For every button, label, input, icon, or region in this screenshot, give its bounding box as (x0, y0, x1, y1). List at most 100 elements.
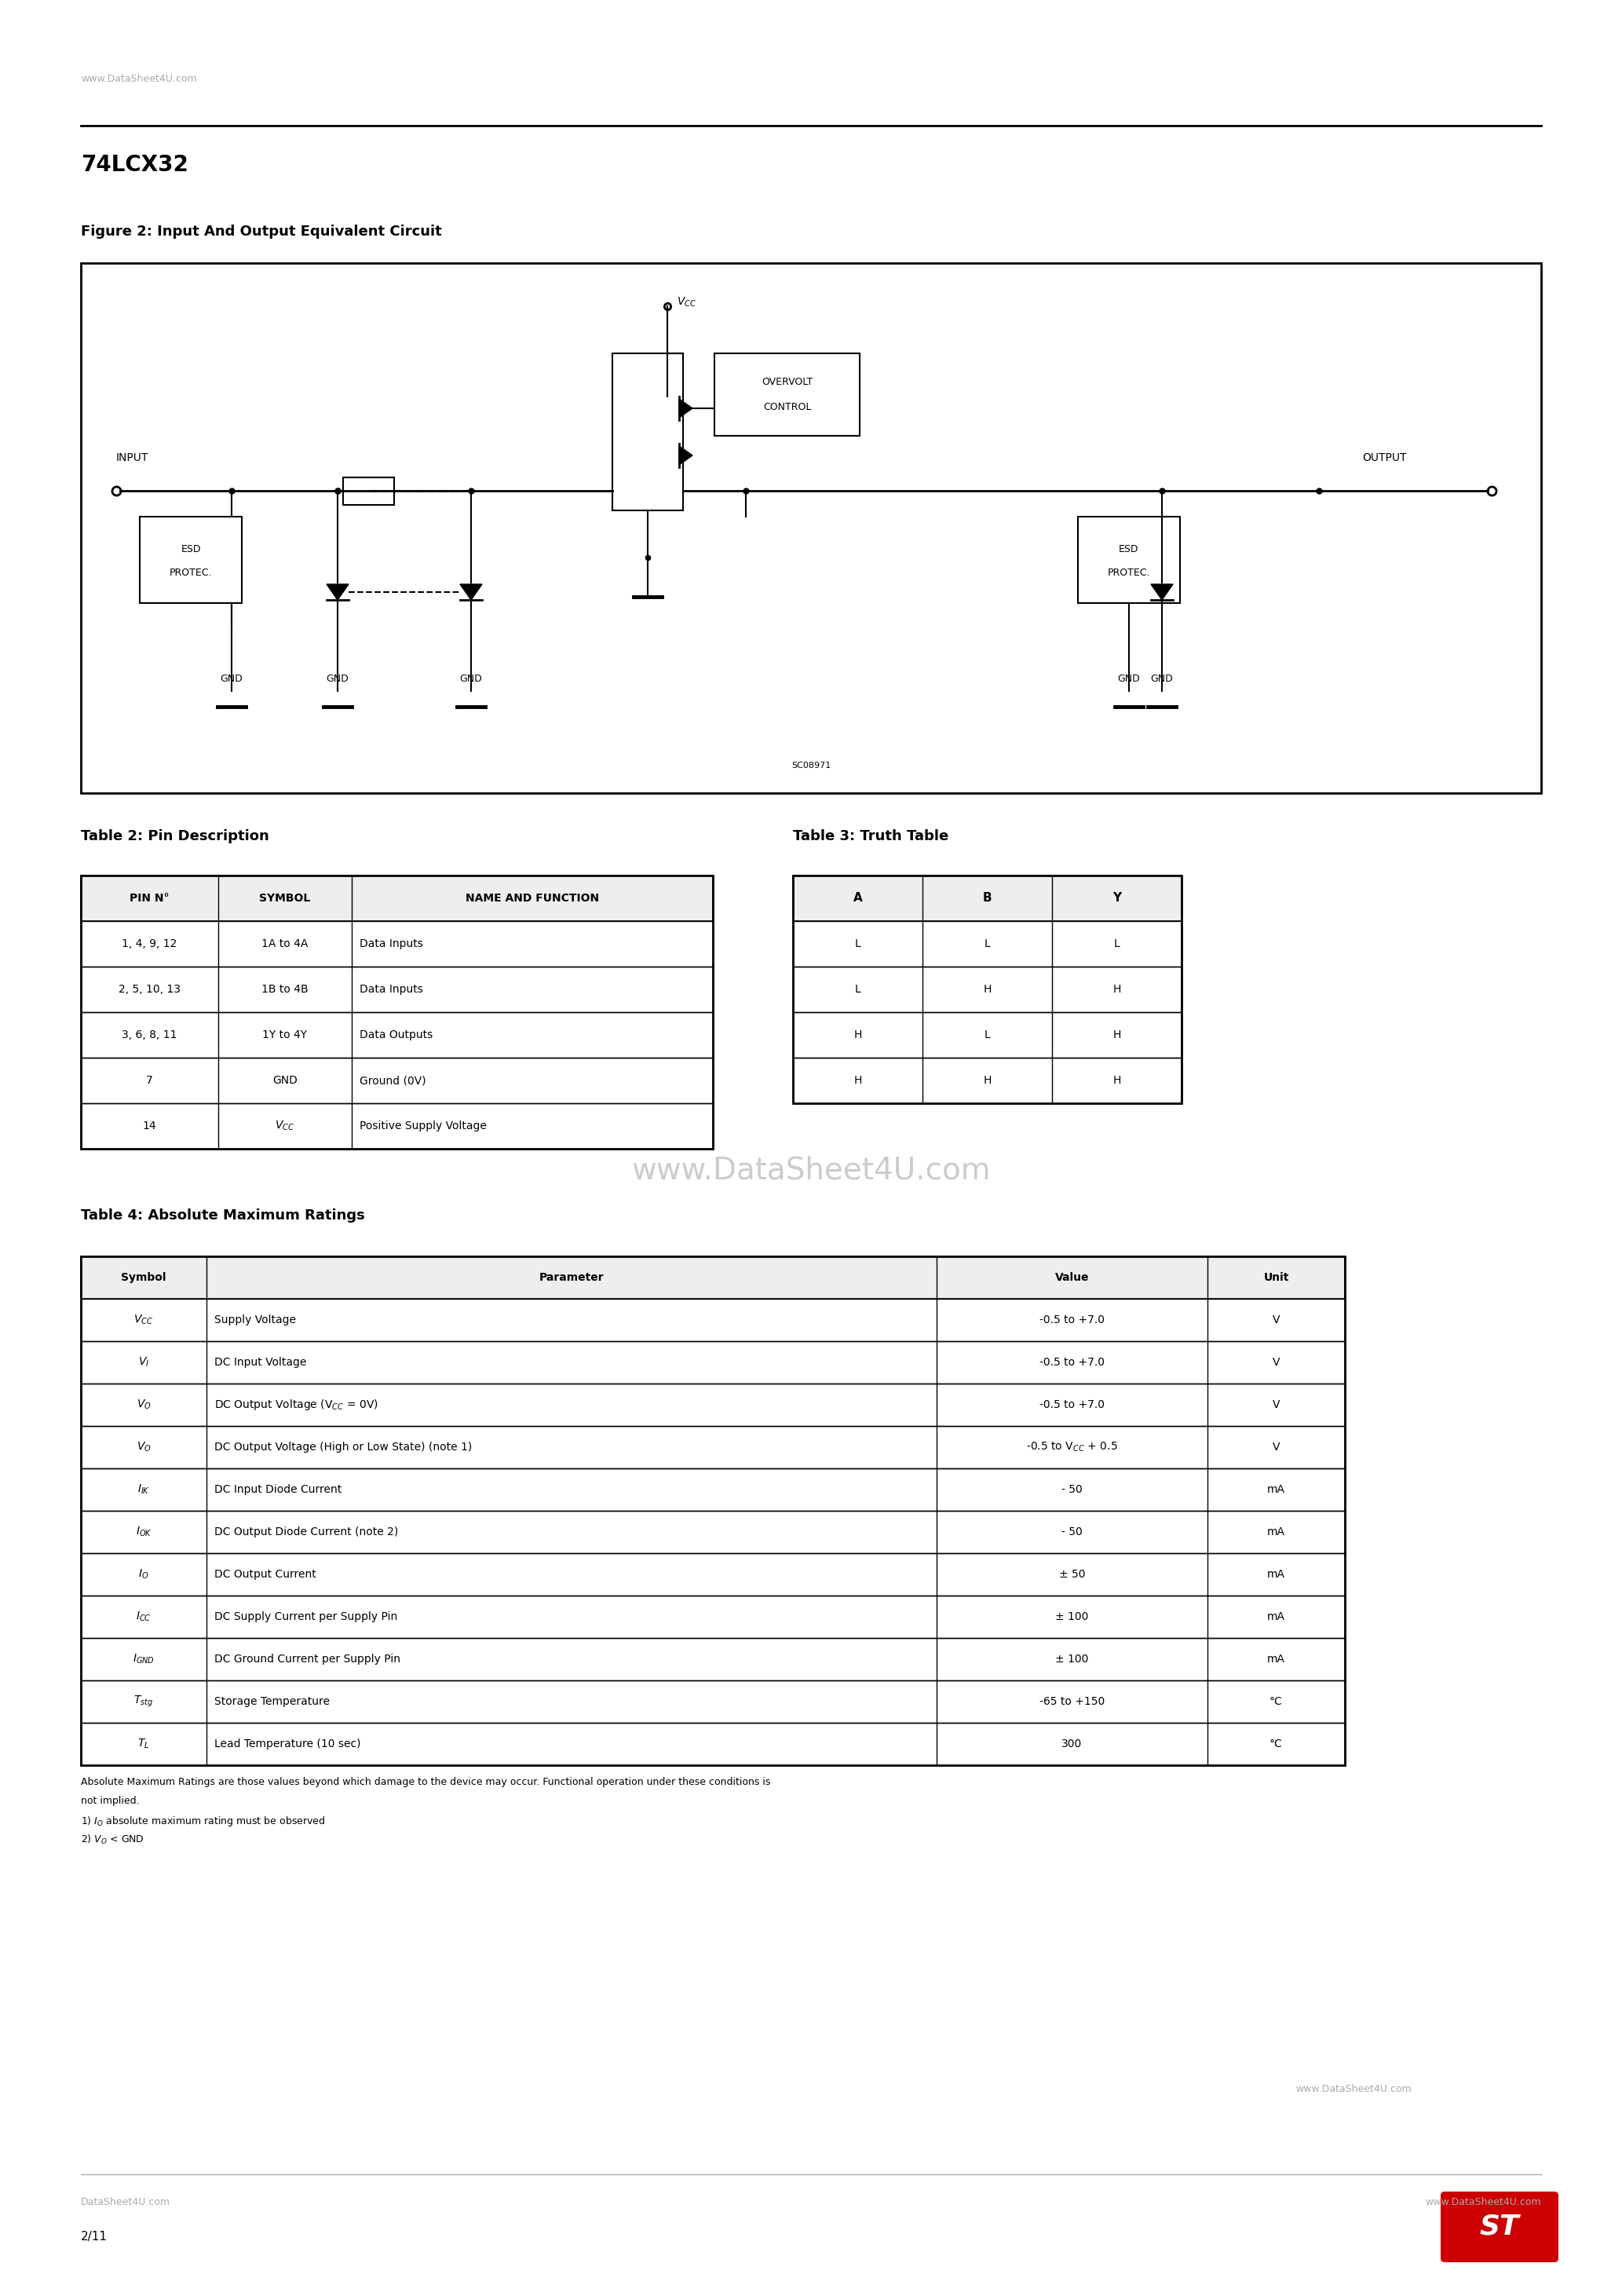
Text: www.DataSheet4U.com: www.DataSheet4U.com (1426, 2197, 1541, 2206)
Text: L: L (855, 939, 861, 948)
Text: -0.5 to +7.0: -0.5 to +7.0 (1040, 1316, 1105, 1325)
Bar (81, 1596, 1345, 1637)
Bar (81, 1256, 1345, 1766)
Text: $V_{O}$: $V_{O}$ (136, 1398, 151, 1412)
Text: GND: GND (221, 675, 243, 684)
Text: DC Input Diode Current: DC Input Diode Current (214, 1483, 342, 1495)
Text: SC08971: SC08971 (792, 762, 830, 769)
Text: A: A (853, 893, 863, 905)
Text: H: H (853, 1029, 861, 1040)
Text: $I_{GND}$: $I_{GND}$ (133, 1653, 154, 1665)
Text: -0.5 to +7.0: -0.5 to +7.0 (1040, 1398, 1105, 1410)
Bar (1079, 517, 1179, 604)
Text: - 50: - 50 (1061, 1483, 1082, 1495)
Text: PIN N°: PIN N° (130, 893, 169, 905)
Text: Ground (0V): Ground (0V) (360, 1075, 427, 1086)
Text: mA: mA (1267, 1612, 1285, 1623)
Text: H: H (1113, 985, 1121, 994)
Bar (81, 875, 712, 921)
Bar (81, 1722, 1345, 1766)
Text: -0.5 to V$_{CC}$ + 0.5: -0.5 to V$_{CC}$ + 0.5 (1027, 1440, 1118, 1453)
Text: Data Outputs: Data Outputs (360, 1029, 433, 1040)
Bar (81, 1256, 1345, 1300)
Bar (81, 921, 712, 967)
Text: SYMBOL: SYMBOL (260, 893, 310, 905)
Bar (793, 967, 1181, 1013)
Bar (793, 1013, 1181, 1058)
Text: 1) $I_O$ absolute maximum rating must be observed: 1) $I_O$ absolute maximum rating must be… (81, 1814, 326, 1828)
Text: ± 100: ± 100 (1056, 1612, 1088, 1623)
Text: -0.5 to +7.0: -0.5 to +7.0 (1040, 1357, 1105, 1368)
Text: 1B to 4B: 1B to 4B (261, 985, 308, 994)
Text: $T_{L}$: $T_{L}$ (138, 1738, 149, 1750)
Text: www.DataSheet4U.com: www.DataSheet4U.com (81, 73, 196, 83)
Bar (81, 1058, 712, 1104)
Text: $I_{OK}$: $I_{OK}$ (136, 1525, 152, 1538)
Text: Table 3: Truth Table: Table 3: Truth Table (793, 829, 949, 843)
Text: PROTEC.: PROTEC. (169, 567, 212, 579)
Bar (81, 1426, 1345, 1469)
Bar (81, 875, 712, 1148)
Text: Table 4: Absolute Maximum Ratings: Table 4: Absolute Maximum Ratings (81, 1208, 365, 1221)
Text: mA: mA (1267, 1653, 1285, 1665)
Text: 1Y to 4Y: 1Y to 4Y (263, 1029, 308, 1040)
Bar (793, 1058, 1181, 1104)
Text: DC Output Current: DC Output Current (214, 1568, 316, 1580)
Text: Absolute Maximum Ratings are those values beyond which damage to the device may : Absolute Maximum Ratings are those value… (81, 1777, 770, 1786)
Text: mA: mA (1267, 1527, 1285, 1538)
Text: Positive Supply Voltage: Positive Supply Voltage (360, 1120, 487, 1132)
Bar (81, 1104, 712, 1148)
FancyBboxPatch shape (1440, 2193, 1559, 2262)
Text: mA: mA (1267, 1483, 1285, 1495)
Bar (793, 875, 1181, 1104)
Text: $I_{IK}$: $I_{IK}$ (138, 1483, 149, 1497)
Text: 7: 7 (146, 1075, 152, 1086)
Text: 74LCX32: 74LCX32 (81, 154, 188, 177)
Text: V: V (1272, 1357, 1280, 1368)
Text: OUTPUT: OUTPUT (1362, 452, 1406, 464)
Polygon shape (680, 445, 693, 464)
Bar (81, 264, 1541, 792)
Text: $V_{CC}$: $V_{CC}$ (276, 1120, 295, 1132)
Polygon shape (1152, 583, 1173, 599)
Text: www.DataSheet4U.com: www.DataSheet4U.com (631, 1155, 991, 1185)
Text: H: H (1113, 1029, 1121, 1040)
Bar (344, 478, 394, 505)
Text: 2/11: 2/11 (81, 2232, 107, 2243)
Bar (714, 354, 860, 436)
Text: Table 2: Pin Description: Table 2: Pin Description (81, 829, 269, 843)
Text: Parameter: Parameter (539, 1272, 603, 1283)
Text: Unit: Unit (1264, 1272, 1289, 1283)
Bar (81, 1013, 712, 1058)
Polygon shape (680, 400, 693, 418)
Text: ST: ST (1479, 2213, 1520, 2241)
Text: $I_{CC}$: $I_{CC}$ (136, 1609, 151, 1623)
Text: not implied.: not implied. (81, 1795, 139, 1807)
Text: DC Output Voltage (High or Low State) (note 1): DC Output Voltage (High or Low State) (n… (214, 1442, 472, 1453)
Text: mA: mA (1267, 1568, 1285, 1580)
Text: Storage Temperature: Storage Temperature (214, 1697, 329, 1708)
Text: 3, 6, 8, 11: 3, 6, 8, 11 (122, 1029, 177, 1040)
Bar (613, 354, 683, 510)
Text: H: H (853, 1075, 861, 1086)
Text: 2) $V_O$ < GND: 2) $V_O$ < GND (81, 1835, 144, 1846)
Bar (81, 1637, 1345, 1681)
Text: H: H (1113, 1075, 1121, 1086)
Text: $V_{CC}$: $V_{CC}$ (135, 1313, 154, 1327)
Bar (81, 1681, 1345, 1722)
Text: 300: 300 (1062, 1738, 1082, 1750)
Bar (81, 1384, 1345, 1426)
Text: -65 to +150: -65 to +150 (1040, 1697, 1105, 1708)
Bar (81, 1469, 1345, 1511)
Text: INPUT: INPUT (117, 452, 149, 464)
Text: NAME AND FUNCTION: NAME AND FUNCTION (466, 893, 599, 905)
Bar (81, 967, 712, 1013)
Text: L: L (985, 1029, 991, 1040)
Text: Data Inputs: Data Inputs (360, 939, 423, 948)
Text: ESD: ESD (180, 544, 201, 556)
Text: L: L (985, 939, 991, 948)
Text: ± 50: ± 50 (1059, 1568, 1085, 1580)
Text: V: V (1272, 1398, 1280, 1410)
Text: L: L (855, 985, 861, 994)
Text: Symbol: Symbol (122, 1272, 165, 1283)
